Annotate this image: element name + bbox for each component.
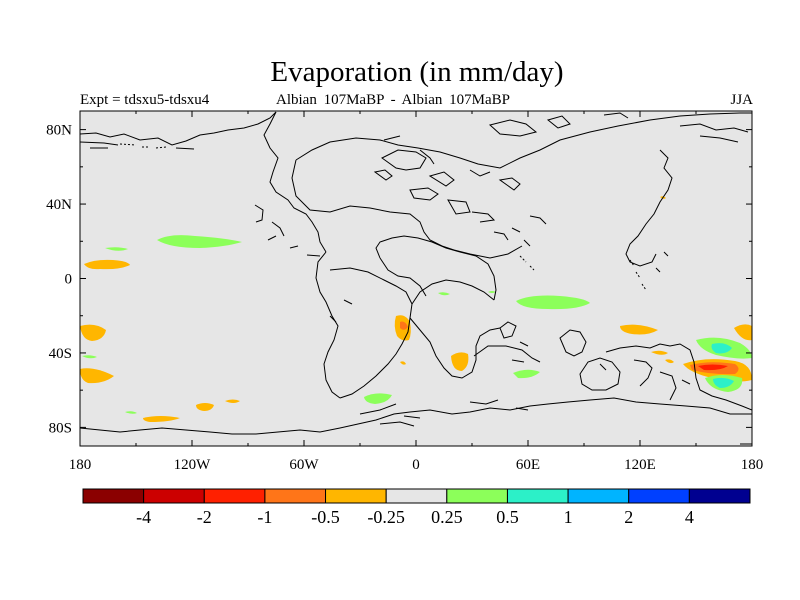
y-tick-label: 80S [49, 420, 72, 436]
colorbar-label: 0.25 [431, 507, 463, 527]
anomaly-patch [516, 295, 590, 310]
colorbar-label: 4 [685, 507, 694, 527]
colorbar-swatch [567, 488, 630, 504]
colorbar [82, 488, 751, 504]
y-tick-label: 80N [46, 123, 72, 139]
anomaly-patch [82, 355, 97, 359]
anomaly-patch [513, 369, 540, 379]
colorbar-swatch [143, 488, 205, 504]
anomaly-patch [84, 259, 130, 270]
x-tick-label: 120E [624, 457, 656, 473]
colorbar-swatch [446, 488, 508, 504]
experiment-label: Expt = tdsxu5-tdsxu4 [80, 92, 210, 108]
colorbar-label: -2 [197, 507, 212, 527]
colorbar-label: -1 [257, 507, 272, 527]
anomaly-patch [196, 403, 214, 411]
axis-ticks [79, 111, 753, 446]
y-tick-label: 40N [46, 197, 72, 213]
colorbar-swatch [325, 488, 387, 504]
anomaly-patch [400, 321, 408, 330]
anomaly-patch [488, 291, 496, 293]
colorbar-swatch [506, 488, 569, 504]
anomaly-patch [80, 324, 106, 341]
anomaly-patch [105, 247, 128, 251]
coastlines [80, 111, 752, 445]
season-label: JJA [730, 92, 753, 108]
anomaly-patch [364, 393, 392, 404]
anomaly-patch [713, 377, 734, 388]
colorbar-swatch [385, 488, 448, 504]
map-background [80, 111, 752, 446]
anomaly-patch [125, 411, 137, 414]
x-tick-label: 180 [69, 457, 92, 473]
colorbar-label: 1 [564, 507, 573, 527]
colorbar-labels: -4 -2 -1 -0.5 -0.25 0.25 0.5 1 2 4 [136, 507, 694, 527]
anomaly-patch [225, 399, 240, 403]
anomaly-patch [157, 235, 242, 248]
y-tick-label: 0 [65, 272, 73, 288]
x-tick-label: 60W [289, 457, 319, 473]
colorbar-swatch [264, 488, 327, 504]
colorbar-label: -0.5 [311, 507, 340, 527]
colorbar-label: 2 [624, 507, 633, 527]
anomaly-patch [143, 416, 180, 422]
colorbar-swatch [688, 488, 751, 504]
anomaly-layer [80, 196, 752, 422]
colorbar-label: -0.25 [367, 507, 405, 527]
anomaly-patch [451, 352, 469, 371]
x-tick-label: 120W [174, 457, 212, 473]
x-tick-label: 60E [516, 457, 540, 473]
colorbar-label: -4 [136, 507, 151, 527]
anomaly-patch [665, 359, 674, 364]
anomaly-patch [698, 364, 728, 371]
figure-title: Evaporation (in mm/day) [270, 56, 564, 88]
anomaly-patch [400, 361, 406, 365]
anomaly-patch [734, 324, 752, 341]
y-tick-label: 40S [49, 346, 72, 362]
anomaly-patch [80, 368, 114, 384]
axis-tick-labels: 180 120W 60W 0 60E 120E 180 80N 40N 0 40S 80S [46, 123, 763, 473]
colorbar-swatch [628, 488, 690, 504]
anomaly-patch [438, 292, 450, 296]
colorbar-swatch [203, 488, 266, 504]
x-tick-label: 0 [412, 457, 420, 473]
anomaly-patch [620, 324, 658, 335]
anomaly-patch [651, 350, 668, 355]
x-tick-label: 180 [741, 457, 764, 473]
colorbar-label: 0.5 [496, 507, 519, 527]
anomaly-patch [711, 343, 732, 354]
colorbar-swatch [82, 488, 145, 504]
period-label: Albian 107MaBP - Albian 107MaBP [276, 92, 510, 108]
